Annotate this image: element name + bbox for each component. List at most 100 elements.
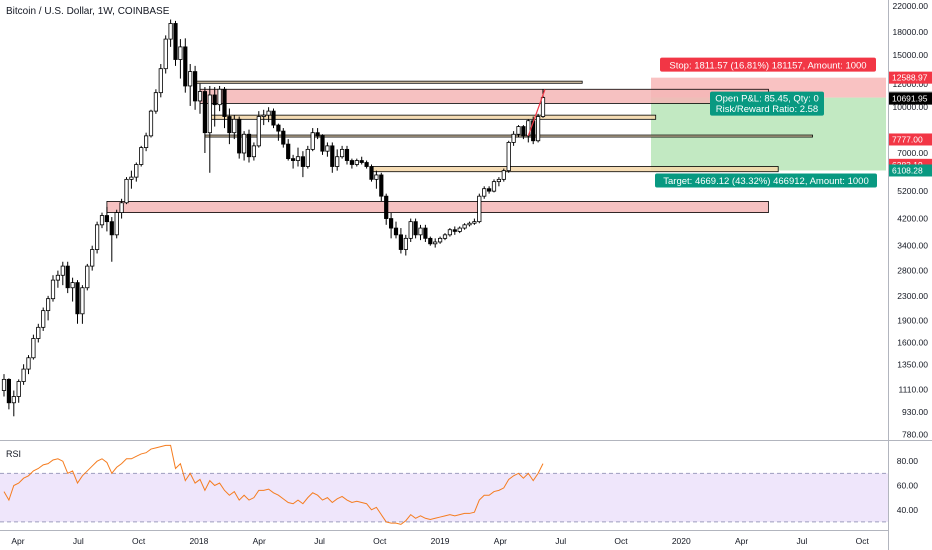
price-tag-text: 10691.95 xyxy=(892,94,928,104)
risk-reward-text: Risk/Reward Ratio: 2.58 xyxy=(716,104,818,115)
candle-body xyxy=(114,212,119,236)
candle-body xyxy=(393,227,399,236)
price-tag-background xyxy=(889,133,932,146)
candle-body xyxy=(95,224,100,250)
candle xyxy=(241,131,247,161)
candle xyxy=(330,142,335,173)
candle-body xyxy=(374,174,379,180)
candle-body xyxy=(379,174,384,197)
price-tick-label: 12000.00 xyxy=(893,79,929,89)
candle-body xyxy=(403,237,408,250)
candle xyxy=(202,87,207,153)
candle-body xyxy=(192,71,198,102)
candle-body xyxy=(256,116,261,147)
candle xyxy=(501,168,506,182)
time-tick-label: Apr xyxy=(735,536,748,546)
candle xyxy=(80,285,85,324)
candle xyxy=(41,307,46,331)
candle xyxy=(423,224,428,242)
price-tick-label: 22000.00 xyxy=(893,1,929,11)
candle xyxy=(99,212,105,229)
candle-body xyxy=(188,71,193,87)
rsi-tick-label: 60.00 xyxy=(897,481,919,491)
candle-body xyxy=(320,135,325,152)
candle-body xyxy=(418,227,423,236)
candle-body xyxy=(271,110,276,126)
candle xyxy=(256,111,261,148)
candle xyxy=(462,223,467,230)
price-tick-label: 1350.00 xyxy=(897,359,928,369)
target-label[interactable]: Target: 4669.12 (43.32%) 466912, Amount:… xyxy=(655,173,877,188)
candle xyxy=(320,134,325,155)
time-tick-label: 2018 xyxy=(189,536,208,546)
price-tick-label: 4200.00 xyxy=(897,214,928,224)
candle-body xyxy=(354,160,359,165)
candle-body xyxy=(16,381,21,397)
candle xyxy=(129,170,134,189)
candle-body xyxy=(241,133,247,154)
time-tick-label: Jul xyxy=(73,536,84,546)
candle xyxy=(477,193,482,224)
time-tick-label: Apr xyxy=(253,536,266,546)
candle xyxy=(6,378,11,410)
candle xyxy=(354,158,359,167)
candle xyxy=(21,364,26,385)
candles-layer xyxy=(1,19,546,417)
candle xyxy=(511,131,516,146)
candle xyxy=(50,275,56,302)
candle xyxy=(222,87,227,129)
candle-body xyxy=(330,145,335,167)
candle-body xyxy=(227,116,232,134)
candle-body xyxy=(325,145,330,152)
stop-label[interactable]: Stop: 1811.57 (16.81%) 181157, Amount: 1… xyxy=(660,57,876,72)
rsi-axis[interactable]: 80.00 60.00 40.00 xyxy=(897,456,919,515)
price-tick-label: 2800.00 xyxy=(897,266,928,276)
candle-body xyxy=(50,279,56,300)
candle-body xyxy=(452,229,457,232)
candle xyxy=(339,145,345,159)
candle xyxy=(1,374,7,397)
candle xyxy=(266,107,271,123)
candle xyxy=(413,218,418,239)
price-tick-label: 15000.00 xyxy=(893,50,929,60)
candle xyxy=(442,233,448,241)
price-tag: 12588.97 xyxy=(889,71,932,84)
candle-body xyxy=(202,91,207,134)
price-tick-label: 780.00 xyxy=(902,430,928,440)
price-axis[interactable]: 22000.00 18000.00 15000.00 12000.00 10000.00… xyxy=(893,1,929,440)
candle-body xyxy=(168,23,173,40)
candle-body xyxy=(237,118,242,154)
candle xyxy=(237,116,242,159)
candle-body xyxy=(80,287,85,315)
rsi-line xyxy=(3,444,544,525)
candle-body xyxy=(99,215,105,226)
candle xyxy=(300,151,306,178)
candle xyxy=(261,109,266,126)
time-axis[interactable]: Apr Jul Oct 2018 Apr Jul Oct 2019 Apr Jul Oct 2020 A… xyxy=(11,536,869,546)
candle xyxy=(158,64,163,98)
candle xyxy=(428,236,433,246)
candle xyxy=(335,149,340,171)
candle-body xyxy=(232,118,237,134)
price-tag-text: 12588.97 xyxy=(892,73,928,83)
candle-body xyxy=(134,164,139,178)
candle xyxy=(188,64,193,106)
time-tick-label: 2019 xyxy=(431,536,450,546)
open-pnl-text: Open P&L: 85.45, Qty: 0 xyxy=(715,94,819,105)
candle xyxy=(457,226,462,234)
time-tick-label: Apr xyxy=(11,536,24,546)
price-tag: 7777.00 xyxy=(889,133,932,146)
candle xyxy=(178,39,183,79)
candle xyxy=(192,65,198,110)
candle-body xyxy=(349,160,355,165)
pnl-label[interactable]: Open P&L: 85.45, Qty: 0 Risk/Reward Rati… xyxy=(710,91,824,116)
candle xyxy=(491,179,497,193)
candle xyxy=(143,132,149,152)
candle xyxy=(183,38,188,93)
candle xyxy=(310,128,315,152)
price-tick-label: 1110.00 xyxy=(899,384,929,394)
candle-body xyxy=(75,282,80,315)
candle-body xyxy=(26,357,31,370)
candle xyxy=(251,142,256,161)
